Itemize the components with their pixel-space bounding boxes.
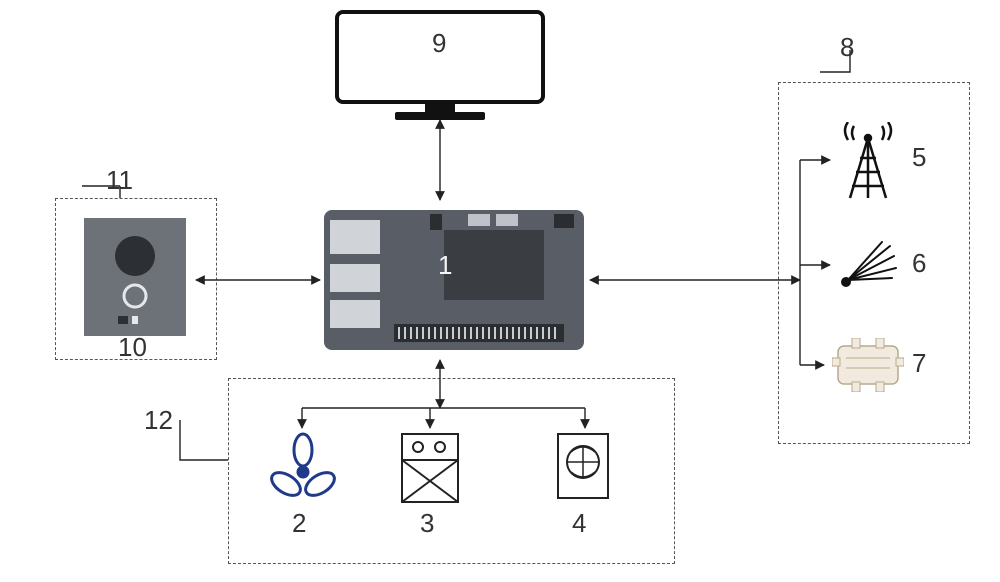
fan-icon — [268, 432, 338, 502]
label-7: 7 — [912, 348, 926, 379]
label-5: 5 — [912, 142, 926, 173]
antenna-icon — [838, 122, 898, 202]
label-8: 8 — [840, 32, 854, 63]
label-10: 10 — [118, 332, 147, 363]
label-12: 12 — [144, 405, 173, 436]
label-9: 9 — [432, 28, 446, 59]
label-2: 2 — [292, 508, 306, 539]
label-3: 3 — [420, 508, 434, 539]
speaker-icon — [84, 218, 186, 336]
fiber-icon — [838, 240, 898, 290]
label-1: 1 — [438, 250, 452, 281]
label-11: 11 — [106, 165, 133, 196]
component-3-icon — [400, 432, 460, 504]
component-4-icon — [556, 432, 610, 500]
router-icon — [832, 338, 904, 392]
label-6: 6 — [912, 248, 926, 279]
board-icon — [324, 206, 584, 356]
label-4: 4 — [572, 508, 586, 539]
